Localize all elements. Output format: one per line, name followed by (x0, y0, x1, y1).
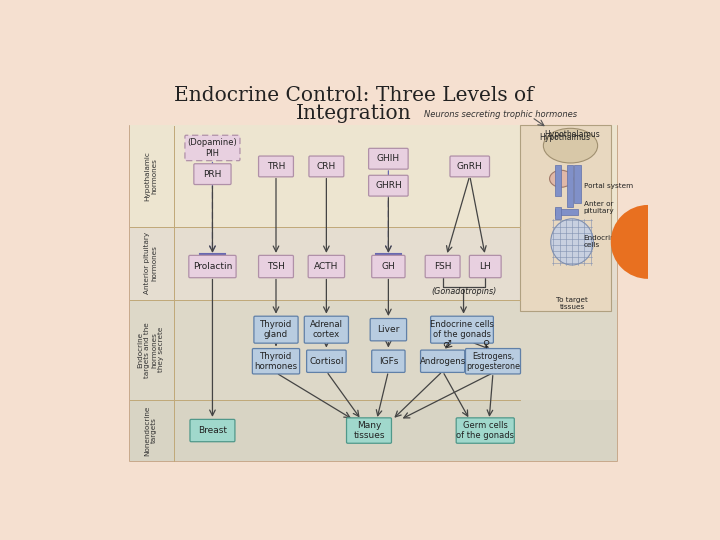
Text: ♂: ♂ (442, 339, 451, 348)
FancyBboxPatch shape (372, 255, 405, 278)
Text: Thyroid
hormones: Thyroid hormones (254, 352, 297, 371)
Text: Anterior pituitary
hormones: Anterior pituitary hormones (144, 232, 157, 294)
FancyBboxPatch shape (258, 156, 294, 177)
FancyBboxPatch shape (130, 125, 617, 226)
FancyBboxPatch shape (456, 418, 514, 443)
Text: Endocrine
cells: Endocrine cells (584, 235, 620, 248)
Text: Hypothalamic
hormones: Hypothalamic hormones (144, 151, 157, 201)
Text: Endocrine
targets and the
hormones
they secrete: Endocrine targets and the hormones they … (137, 322, 164, 377)
FancyBboxPatch shape (308, 255, 345, 278)
FancyBboxPatch shape (307, 350, 346, 373)
Text: Estrogens,
progesterone: Estrogens, progesterone (466, 352, 520, 371)
Text: Nonendocrine
targets: Nonendocrine targets (144, 406, 157, 456)
Text: CRH: CRH (317, 162, 336, 171)
FancyBboxPatch shape (555, 207, 561, 219)
FancyBboxPatch shape (258, 255, 294, 278)
FancyBboxPatch shape (254, 316, 298, 343)
FancyBboxPatch shape (575, 165, 580, 204)
FancyBboxPatch shape (130, 226, 617, 300)
Text: LH: LH (480, 262, 491, 271)
FancyBboxPatch shape (466, 348, 521, 374)
Text: PRH: PRH (203, 170, 222, 179)
Ellipse shape (544, 129, 598, 163)
FancyBboxPatch shape (130, 300, 617, 400)
FancyBboxPatch shape (520, 125, 611, 311)
FancyBboxPatch shape (555, 209, 578, 215)
FancyBboxPatch shape (346, 418, 392, 443)
Text: TSH: TSH (267, 262, 285, 271)
Text: IGFs: IGFs (379, 357, 398, 366)
FancyBboxPatch shape (130, 400, 617, 461)
Text: Neurons secreting trophic hormones: Neurons secreting trophic hormones (424, 110, 577, 119)
Ellipse shape (549, 170, 573, 187)
FancyBboxPatch shape (450, 156, 490, 177)
Wedge shape (611, 205, 648, 279)
FancyBboxPatch shape (305, 316, 348, 343)
Text: Cortisol: Cortisol (309, 357, 343, 366)
Text: ♀: ♀ (482, 339, 489, 348)
FancyBboxPatch shape (426, 255, 460, 278)
FancyBboxPatch shape (372, 350, 405, 373)
Text: Liver: Liver (377, 325, 400, 334)
Text: Anter or
pituitary: Anter or pituitary (584, 201, 614, 214)
Text: Thyroid
gland: Thyroid gland (260, 320, 292, 339)
Text: Breast: Breast (198, 426, 227, 435)
FancyBboxPatch shape (567, 165, 573, 207)
Text: GnRH: GnRH (457, 162, 482, 171)
Text: FSH: FSH (434, 262, 451, 271)
FancyBboxPatch shape (369, 176, 408, 196)
FancyBboxPatch shape (185, 135, 240, 161)
Text: To target
tissues: To target tissues (556, 297, 588, 310)
Text: TRH: TRH (267, 162, 285, 171)
Text: GHRH: GHRH (375, 181, 402, 190)
FancyBboxPatch shape (469, 255, 501, 278)
FancyBboxPatch shape (189, 255, 236, 278)
Text: (Dopamine)
PIH: (Dopamine) PIH (188, 138, 238, 158)
FancyBboxPatch shape (431, 316, 493, 343)
Text: Integration: Integration (296, 104, 411, 123)
Text: Portal system: Portal system (584, 184, 633, 190)
Text: GHIH: GHIH (377, 154, 400, 163)
FancyBboxPatch shape (130, 126, 617, 461)
Text: ACTH: ACTH (314, 262, 338, 271)
Text: Prolactin: Prolactin (193, 262, 232, 271)
FancyBboxPatch shape (369, 148, 408, 169)
Text: (Gonadotropins): (Gonadotropins) (431, 287, 496, 296)
FancyBboxPatch shape (253, 348, 300, 374)
FancyBboxPatch shape (194, 164, 231, 185)
Text: Hypothalamus: Hypothalamus (544, 130, 600, 139)
Text: Hypothalmus: Hypothalmus (539, 133, 590, 143)
Text: Androgens: Androgens (420, 357, 466, 366)
Text: Many
tissues: Many tissues (354, 421, 384, 440)
Text: Germ cells
of the gonads: Germ cells of the gonads (456, 421, 514, 440)
Text: Endocrine cells
of the gonads: Endocrine cells of the gonads (430, 320, 494, 339)
Text: Endocrine Control: Three Levels of: Endocrine Control: Three Levels of (174, 86, 534, 105)
FancyBboxPatch shape (309, 156, 344, 177)
FancyBboxPatch shape (190, 420, 235, 442)
Text: GH: GH (382, 262, 395, 271)
FancyBboxPatch shape (370, 319, 407, 341)
FancyBboxPatch shape (420, 350, 464, 373)
Text: Adrenal
cortex: Adrenal cortex (310, 320, 343, 339)
FancyBboxPatch shape (555, 165, 561, 195)
Ellipse shape (551, 219, 593, 265)
